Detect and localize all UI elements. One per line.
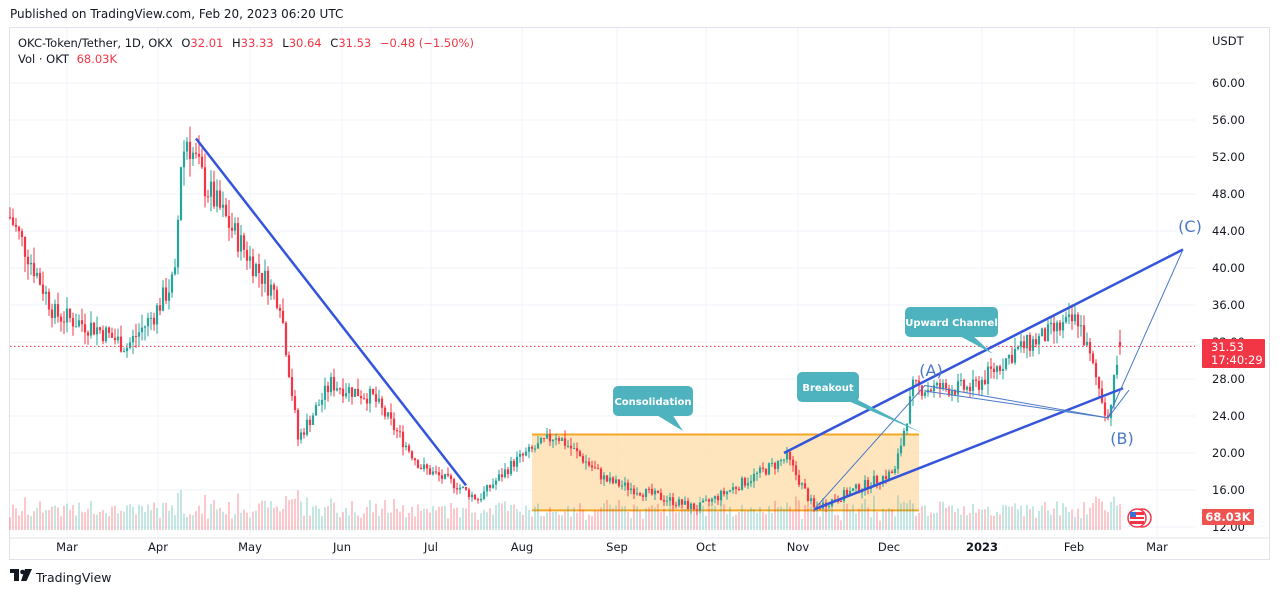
time-tick: May xyxy=(238,540,262,554)
low-value: 30.64 xyxy=(288,36,322,50)
volume-line: Vol · OKT 68.03K xyxy=(18,51,474,67)
channel-lower-line[interactable] xyxy=(813,387,1124,511)
candlesticks xyxy=(8,126,1122,515)
svg-text:68.03K: 68.03K xyxy=(1205,510,1251,524)
price-tick: 40.00 xyxy=(1212,261,1245,275)
close-value: 31.53 xyxy=(338,36,372,50)
callout-consolidation[interactable]: Consolidation xyxy=(613,386,693,431)
price-tick: 44.00 xyxy=(1212,224,1245,238)
volume-bars xyxy=(9,489,1121,530)
us-event-flag-icon[interactable] xyxy=(1127,508,1152,528)
time-axis[interactable]: Mar Apr May Jun Jul Aug Sep Oct Nov Dec 2023 Feb Mar xyxy=(56,540,1168,554)
price-tick: 48.00 xyxy=(1212,187,1245,201)
published-notice: Published on TradingView.com, Feb 20, 20… xyxy=(10,7,344,21)
volume-badge: 68.03K xyxy=(1202,509,1254,525)
svg-text:USDT: USDT xyxy=(1212,34,1245,48)
time-tick: Apr xyxy=(148,540,168,554)
time-tick: Mar xyxy=(56,540,78,554)
consolidation-box[interactable] xyxy=(532,433,919,512)
wave-label-a: (A) xyxy=(919,361,942,380)
time-tick: Dec xyxy=(878,540,900,554)
symbol-title[interactable]: OKC-Token/Tether, 1D, OKX xyxy=(18,36,173,50)
change-value: −0.48 (−1.50%) xyxy=(379,36,474,50)
time-tick: Mar xyxy=(1146,540,1168,554)
price-tick: 24.00 xyxy=(1212,409,1245,423)
volume-label[interactable]: Vol · OKT xyxy=(18,52,69,66)
time-tick: 2023 xyxy=(966,540,998,554)
chart-legend: OKC-Token/Tether, 1D, OKX O32.01 H33.33 … xyxy=(18,35,474,67)
price-tick: 28.00 xyxy=(1212,372,1245,386)
downtrend-line[interactable] xyxy=(195,137,467,487)
ohlc-line: OKC-Token/Tether, 1D, OKX O32.01 H33.33 … xyxy=(18,36,474,50)
price-tick: 20.00 xyxy=(1212,446,1245,460)
wave-label-b: (B) xyxy=(1110,429,1133,448)
callout-upward-channel[interactable]: Upward Channel xyxy=(905,307,998,354)
svg-text:Consolidation: Consolidation xyxy=(614,397,691,408)
svg-text:31.53: 31.53 xyxy=(1211,340,1244,354)
countdown: 17:40:29 xyxy=(1211,353,1263,367)
time-tick: Sep xyxy=(606,540,628,554)
wave-label-c: (C) xyxy=(1178,217,1202,236)
time-tick: Feb xyxy=(1064,540,1084,554)
high-value: 33.33 xyxy=(240,36,274,50)
footer-brand-label: TradingView xyxy=(36,569,112,585)
channel-upper-line[interactable] xyxy=(783,248,1184,455)
time-tick: Nov xyxy=(787,540,810,554)
price-tick: 56.00 xyxy=(1212,113,1245,127)
price-tick: 52.00 xyxy=(1212,150,1245,164)
time-tick: Oct xyxy=(696,540,716,554)
price-tick: 36.00 xyxy=(1212,298,1245,312)
price-tick: 60.00 xyxy=(1212,76,1245,90)
svg-text:Breakout: Breakout xyxy=(802,383,853,394)
abc-wave-path[interactable] xyxy=(813,249,1184,510)
time-tick: Aug xyxy=(511,540,533,554)
svg-text:Upward Channel: Upward Channel xyxy=(905,318,998,329)
footer-brand[interactable]: TradingView xyxy=(10,569,112,585)
tradingview-logo-icon xyxy=(10,569,32,585)
price-tick: 16.00 xyxy=(1212,483,1245,497)
time-tick: Jun xyxy=(332,540,351,554)
open-value: 32.01 xyxy=(190,36,224,50)
volume-value: 68.03K xyxy=(76,52,118,66)
chart-frame xyxy=(9,27,1270,560)
callout-breakout[interactable]: Breakout xyxy=(797,372,922,433)
price-axis[interactable]: USDT 60.00 56.00 52.00 48.00 44.00 40.00 36.00 3… xyxy=(1212,34,1245,534)
time-tick: Jul xyxy=(423,540,438,554)
